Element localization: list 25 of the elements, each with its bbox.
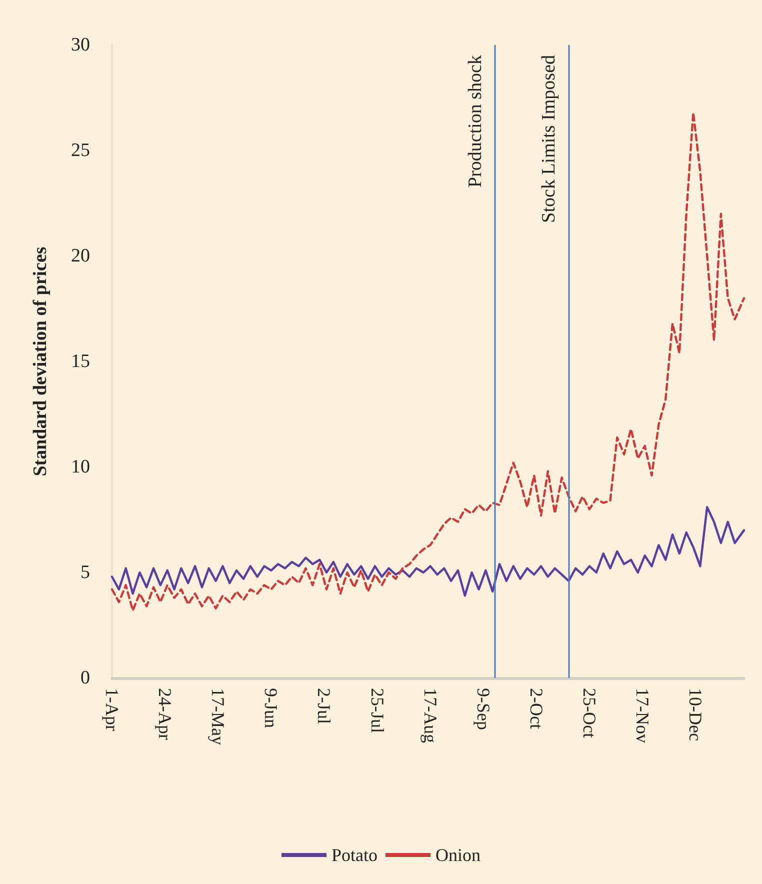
- y-tick-label: 20: [71, 246, 90, 266]
- y-tick-label: 15: [71, 351, 90, 372]
- x-tick-label: 17-May: [208, 688, 228, 745]
- legend-label: Potato: [332, 845, 378, 865]
- x-tick-label: 2-Oct: [526, 688, 546, 729]
- y-tick-label: 10: [71, 456, 90, 478]
- x-tick-label: 25-Jul: [367, 688, 388, 733]
- x-tick-label: 10-Dec: [686, 688, 706, 741]
- x-tick-label: 9-Jun: [261, 688, 282, 728]
- legend-label: Onion: [436, 845, 480, 865]
- y-axis-title: Standard deviation of prices: [30, 246, 51, 476]
- x-tick-label: 1-Apr: [102, 688, 122, 731]
- x-tick-label: 17-Nov: [632, 688, 653, 743]
- y-tick-label: 0: [80, 668, 90, 688]
- line-series: [110, 506, 746, 597]
- y-tick-label: 5: [80, 562, 90, 583]
- x-tick-label: 25-Oct: [579, 688, 600, 738]
- x-tick-label: 2-Jul: [314, 688, 334, 724]
- x-tick-label: 17-Aug: [420, 688, 440, 743]
- x-tick-label: 24-Apr: [155, 688, 176, 740]
- ref-line-label: Stock Limits Imposed: [538, 54, 560, 223]
- ref-line-label: Production shock: [464, 54, 486, 188]
- y-tick-label: 30: [71, 34, 90, 56]
- y-tick-label: 25: [71, 140, 90, 161]
- x-tick-label: 9-Sep: [473, 688, 494, 730]
